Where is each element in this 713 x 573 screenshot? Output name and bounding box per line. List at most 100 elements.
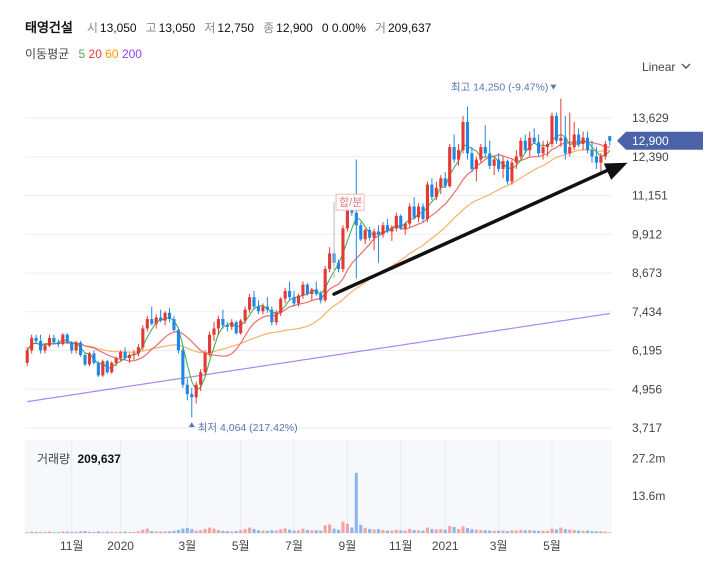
candle-body	[359, 225, 363, 240]
candle	[296, 294, 301, 307]
high-label: 고	[145, 21, 157, 35]
candle	[323, 265, 327, 302]
candle	[185, 378, 189, 401]
candle-body	[296, 295, 301, 304]
volume-bar	[563, 529, 567, 533]
candle	[443, 172, 447, 188]
candle	[123, 347, 127, 360]
candle	[256, 300, 261, 315]
volume-bar	[519, 529, 523, 533]
candle-body	[56, 342, 60, 345]
candle	[568, 112, 572, 157]
time-tick-label: 7월	[285, 539, 303, 553]
candle-body	[248, 297, 252, 310]
candle	[452, 134, 456, 163]
volume-bar	[479, 529, 483, 533]
time-tick-label: 11월	[389, 539, 413, 553]
candle	[519, 137, 523, 160]
candle-body	[185, 384, 189, 395]
volume-bar	[194, 530, 198, 533]
candle	[399, 214, 403, 230]
volume-bar	[136, 531, 140, 533]
candle	[523, 134, 527, 154]
candle	[301, 281, 305, 299]
volume-bar	[341, 521, 345, 533]
candle	[594, 147, 598, 169]
candle-body	[176, 330, 180, 351]
candle	[608, 136, 612, 146]
candle	[230, 319, 234, 331]
scale-selector[interactable]: Linear	[642, 60, 691, 74]
ma5-legend: 5	[78, 47, 86, 61]
candle-body	[550, 115, 554, 144]
volume-bar	[537, 530, 541, 533]
candle	[199, 369, 203, 392]
candle	[470, 147, 474, 173]
candle	[599, 153, 603, 173]
candle-body	[368, 229, 372, 238]
volume-bar	[568, 529, 572, 533]
candle-body	[341, 228, 345, 270]
volume-bar	[412, 529, 416, 533]
volume-bar	[314, 530, 318, 533]
volume-bar	[61, 531, 65, 533]
volume-bar	[270, 530, 274, 533]
volume-bar	[74, 531, 78, 533]
candle-body	[123, 351, 127, 359]
candle	[497, 153, 501, 173]
candle-body	[541, 147, 545, 154]
candle	[105, 359, 109, 374]
high-value: 13,050	[158, 21, 196, 35]
candle-body	[167, 312, 172, 320]
candle	[448, 143, 452, 188]
volume-bar	[528, 529, 532, 533]
candle-body	[399, 215, 403, 229]
candle	[167, 308, 172, 323]
candle	[563, 115, 567, 160]
candle	[354, 159, 358, 279]
candle	[434, 181, 438, 201]
candle-body	[230, 322, 234, 327]
candle-body	[225, 325, 229, 327]
volume-bar	[34, 531, 38, 533]
candle	[83, 353, 87, 366]
candle	[328, 247, 332, 273]
candle	[221, 309, 225, 329]
volume-bar	[283, 528, 287, 533]
candle	[585, 131, 590, 154]
candle	[514, 150, 518, 169]
candle-body	[537, 142, 541, 154]
candle-body	[505, 161, 510, 182]
candle	[292, 290, 296, 307]
time-tick-label: 3월	[490, 539, 508, 553]
volume-bar	[594, 531, 598, 533]
candle	[283, 287, 287, 304]
candle-body	[61, 334, 65, 345]
volume-bar	[585, 530, 590, 533]
candle-body	[381, 225, 385, 235]
moving-average-legend: 이동평균 5 20 60 200	[25, 45, 142, 62]
candle-body	[492, 159, 496, 166]
volume-bar	[47, 531, 52, 533]
candle-body	[412, 206, 416, 218]
candle-body	[239, 320, 243, 334]
candle-body	[510, 162, 514, 182]
volume-bar	[181, 528, 185, 533]
candle-body	[572, 134, 576, 148]
candle	[154, 314, 158, 329]
candle	[234, 320, 238, 335]
volume-bar	[105, 531, 109, 533]
candle-body	[545, 143, 550, 148]
candle-body	[448, 147, 452, 187]
candle-body	[52, 337, 56, 343]
candle	[554, 112, 558, 144]
volume-bar	[550, 528, 554, 533]
candle-body	[283, 290, 287, 299]
volume-bar	[554, 529, 558, 533]
candle	[288, 281, 292, 301]
candle	[385, 218, 389, 234]
price-tick-label: 9,912	[632, 227, 662, 241]
volume-bar	[288, 529, 292, 533]
volume-bar	[372, 529, 376, 533]
